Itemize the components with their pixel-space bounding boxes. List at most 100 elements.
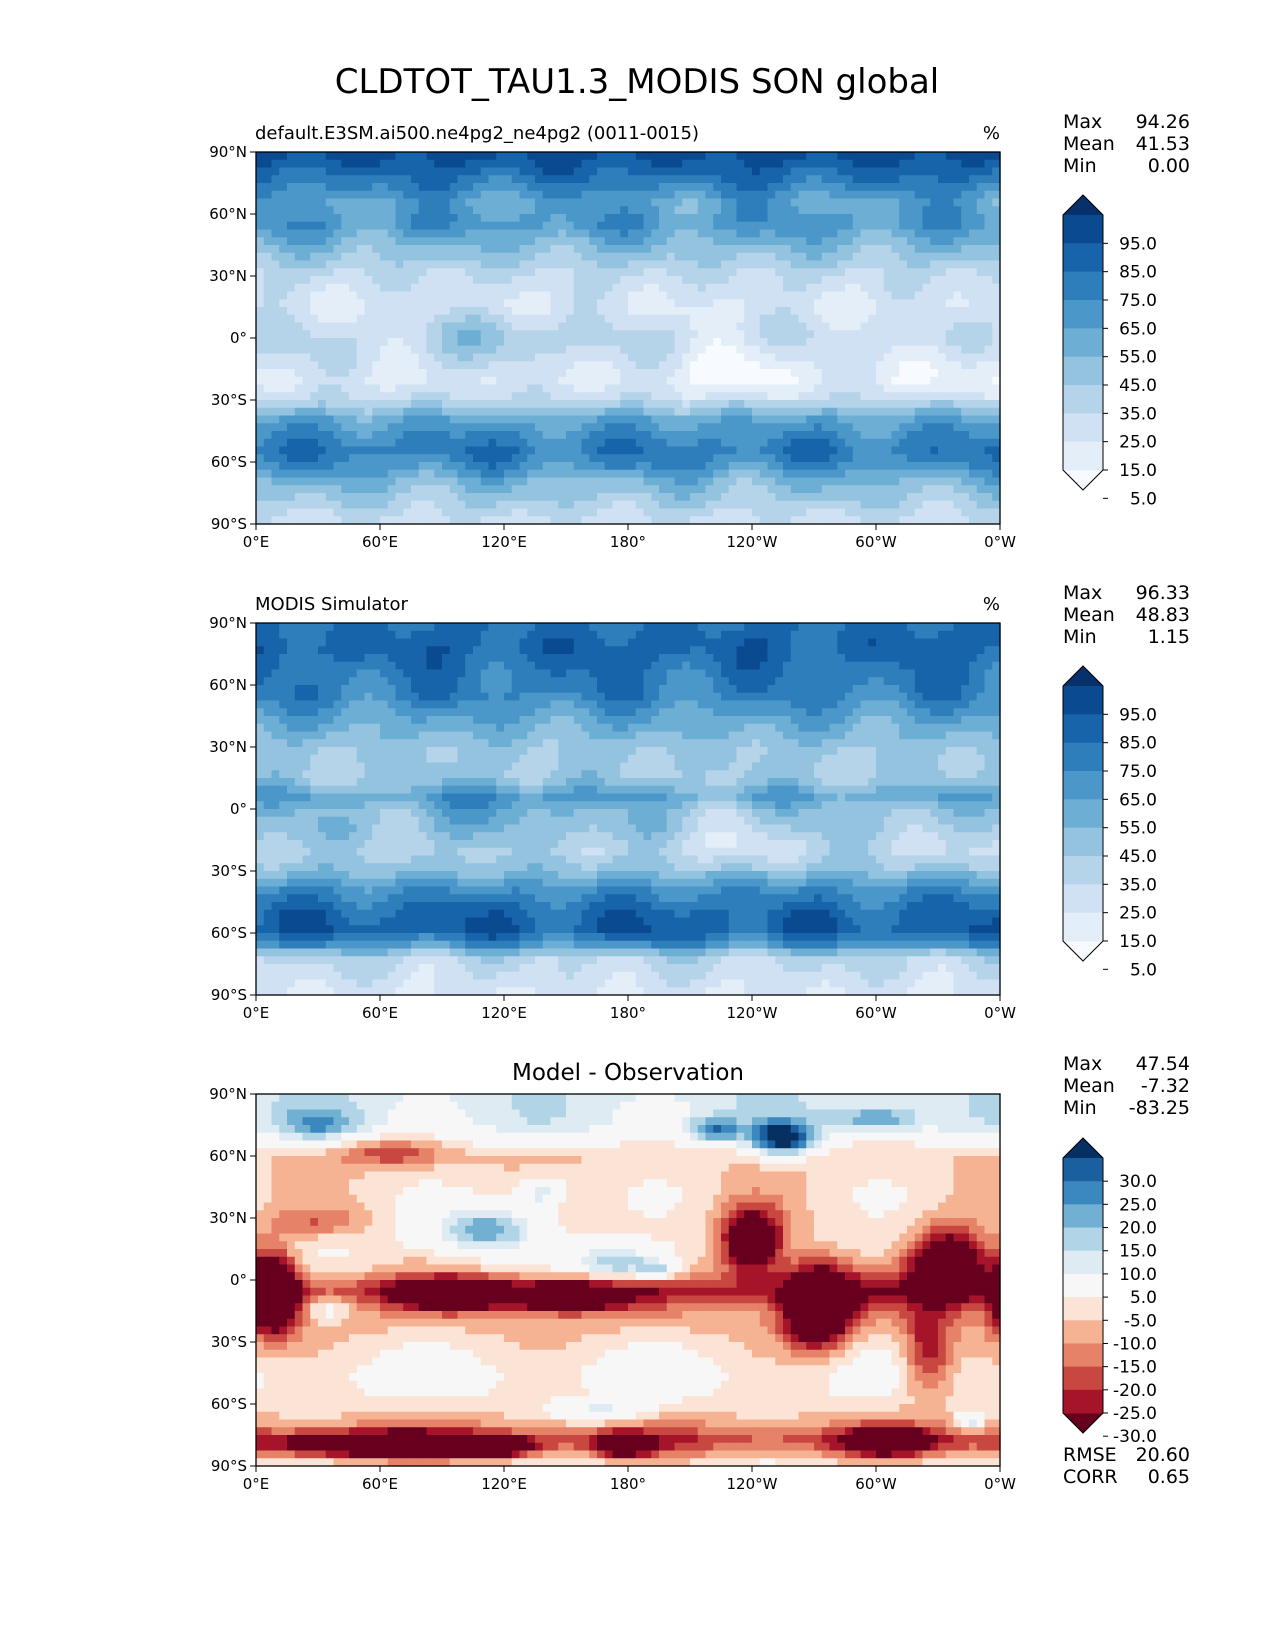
heatmap-cell	[767, 407, 776, 417]
heatmap-cell	[511, 206, 521, 215]
heatmap-cell	[976, 159, 986, 169]
heatmap-cell	[759, 516, 769, 525]
heatmap-cell	[883, 630, 893, 640]
heatmap-cell	[721, 198, 730, 207]
heatmap-cell	[271, 260, 280, 269]
heatmap-cell	[945, 245, 955, 254]
heatmap-cell	[883, 361, 893, 370]
heatmap-cell	[666, 407, 676, 417]
heatmap-cell	[907, 299, 916, 308]
heatmap-cell	[984, 198, 993, 207]
heatmap-cell	[845, 454, 854, 463]
heatmap-cell	[612, 407, 621, 417]
heatmap-cell	[643, 361, 652, 370]
heatmap-cell	[589, 206, 598, 215]
heatmap-cell	[287, 338, 296, 347]
heatmap-cell	[697, 369, 707, 378]
heatmap-cell	[434, 260, 443, 269]
heatmap-cell	[380, 307, 389, 316]
heatmap-cell	[581, 376, 590, 386]
heatmap-cell	[659, 276, 668, 285]
heatmap-cell	[922, 400, 931, 409]
heatmap-cell	[752, 237, 761, 246]
heatmap-cell	[868, 454, 877, 463]
heatmap-cell	[984, 415, 993, 424]
heatmap-cell	[829, 245, 838, 254]
heatmap-cell	[992, 198, 1001, 207]
heatmap-cell	[643, 407, 652, 417]
heatmap-cell	[403, 500, 412, 510]
heatmap-cell	[891, 638, 900, 647]
heatmap-cell	[666, 454, 676, 463]
heatmap-cell	[387, 431, 397, 440]
heatmap-cell	[535, 431, 544, 440]
heatmap-cell	[341, 183, 350, 192]
heatmap-cell	[984, 299, 993, 308]
heatmap-cell	[434, 322, 443, 331]
heatmap-cell	[527, 283, 536, 293]
heatmap-cell	[697, 167, 707, 176]
heatmap-cell	[542, 291, 552, 300]
heatmap-cell	[395, 415, 404, 424]
heatmap-cell	[333, 276, 342, 285]
heatmap-cell	[449, 623, 459, 632]
heatmap-cell	[263, 322, 273, 331]
heatmap-cell	[620, 400, 629, 409]
heatmap-cell	[263, 438, 273, 448]
heatmap-cell	[868, 214, 877, 223]
heatmap-cell	[969, 431, 978, 440]
heatmap-cell	[550, 469, 559, 479]
heatmap-cell	[628, 462, 637, 471]
heatmap-cell	[403, 283, 412, 293]
heatmap-cell	[333, 446, 342, 455]
heatmap-cell	[883, 469, 893, 479]
heatmap-cell	[318, 167, 327, 176]
heatmap-cell	[387, 167, 397, 176]
heatmap-cell	[411, 462, 420, 471]
heatmap-cell	[969, 384, 978, 393]
heatmap-cell	[496, 630, 505, 640]
heatmap-cell	[356, 623, 366, 632]
heatmap-cell	[403, 175, 412, 184]
heatmap-cell	[426, 415, 435, 424]
heatmap-cell	[387, 307, 397, 316]
heatmap-cell	[550, 260, 559, 269]
heatmap-cell	[271, 485, 280, 494]
heatmap-cell	[744, 353, 753, 362]
heatmap-cell	[519, 400, 528, 409]
heatmap-cell	[573, 623, 583, 632]
heatmap-cell	[449, 252, 459, 262]
heatmap-cell	[434, 237, 443, 246]
heatmap-cell	[341, 423, 350, 432]
heatmap-cell	[759, 623, 769, 632]
heatmap-cell	[496, 260, 505, 269]
heatmap-cell	[969, 477, 978, 486]
heatmap-cell	[961, 508, 970, 517]
heatmap-cell	[558, 376, 567, 386]
heatmap-cell	[349, 630, 358, 640]
heatmap-cell	[279, 206, 288, 215]
heatmap-cell	[356, 268, 366, 277]
heatmap-cell	[511, 369, 521, 378]
heatmap-cell	[418, 159, 428, 169]
heatmap-cell	[775, 345, 784, 355]
heatmap-cell	[659, 485, 668, 494]
heatmap-cell	[589, 516, 598, 525]
heatmap-cell	[581, 307, 590, 316]
heatmap-cell	[721, 469, 730, 479]
heatmap-cell	[550, 299, 559, 308]
heatmap-cell	[302, 400, 311, 409]
heatmap-cell	[457, 423, 466, 432]
heatmap-cell	[969, 198, 978, 207]
heatmap-cell	[837, 446, 846, 455]
heatmap-cell	[852, 485, 862, 494]
heatmap-cell	[659, 462, 668, 471]
heatmap-cell	[852, 376, 862, 386]
heatmap-cell	[666, 493, 676, 502]
heatmap-cell	[333, 508, 342, 517]
heatmap-cell	[465, 283, 474, 293]
heatmap-cell	[852, 338, 862, 347]
heatmap-cell	[953, 260, 962, 269]
heatmap-cell	[558, 477, 567, 486]
heatmap-cell	[535, 423, 544, 432]
